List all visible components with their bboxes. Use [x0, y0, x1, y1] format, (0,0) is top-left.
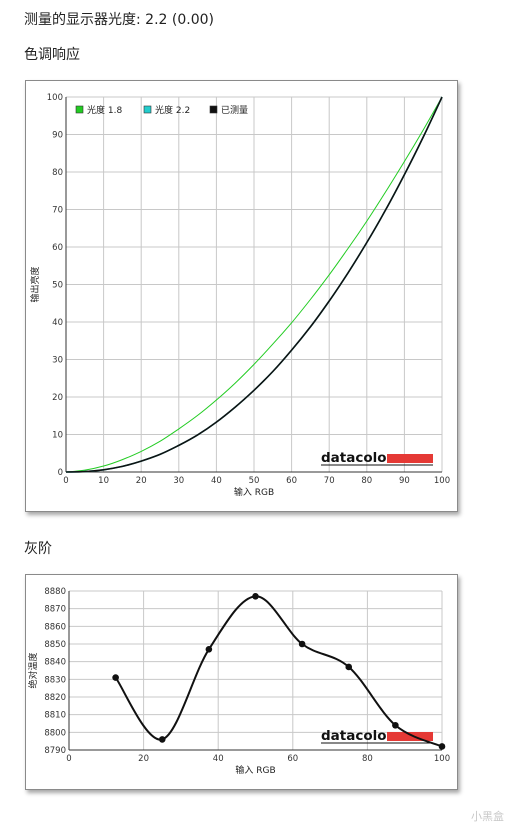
datacolor-logo-text: datacolor [321, 728, 394, 744]
y-tick-label: 20 [52, 393, 63, 403]
y-axis-title: 绝对温度 [27, 652, 39, 688]
legend-swatch-3 [209, 105, 218, 114]
y-axis-title: 输出亮度 [29, 266, 41, 302]
legend-label-3: 已测量 [221, 105, 248, 116]
datacolor-logo-bar [387, 454, 433, 463]
y-tick-label: 40 [52, 318, 63, 328]
x-tick-label: 80 [362, 754, 373, 764]
tone-response-chart: 0 10 20 30 40 50 60 70 80 90 100 0 10 20 30 40 50 60 70 80 9… [25, 80, 458, 512]
grayscale-plot: 0 20 40 60 80 100 8790 8800 8810 8820 8830 8840 8850… [27, 587, 450, 776]
x-tick-label: 70 [324, 476, 335, 486]
series-line-1 [65, 96, 443, 473]
y-tick-label: 70 [52, 206, 63, 216]
y-tick-label: 8800 [44, 728, 66, 738]
x-tick-label: 60 [286, 476, 297, 486]
x-tick-label: 0 [66, 754, 71, 764]
x-tick-label: 20 [136, 476, 147, 486]
legend-swatch-1 [75, 105, 84, 114]
y-tick-label: 8860 [44, 622, 66, 632]
y-tick-label: 10 [52, 431, 63, 441]
tone-response-heading: 色调响应 [24, 47, 80, 63]
y-tick-label: 80 [52, 168, 63, 178]
y-tick-label: 8810 [44, 711, 66, 721]
datacolor-logo-bar [387, 732, 433, 741]
y-tick-label: 8840 [44, 658, 66, 668]
legend-label-1: 光度 1.8 [87, 104, 122, 116]
data-point [205, 646, 213, 653]
x-tick-label: 40 [211, 476, 222, 486]
x-tick-label: 60 [287, 754, 298, 764]
data-point [438, 743, 446, 750]
y-tick-label: 8820 [44, 693, 66, 703]
data-point [345, 663, 353, 671]
data-point [112, 674, 119, 681]
grayscale-heading: 灰阶 [24, 541, 52, 557]
y-tick-label: 8830 [44, 675, 66, 685]
watermark-text: 小黑盒 [471, 810, 504, 823]
x-tick-label: 30 [173, 476, 184, 486]
y-tick-label: 8790 [44, 746, 66, 756]
x-tick-label: 80 [361, 476, 372, 486]
x-tick-label: 10 [98, 476, 109, 486]
x-tick-label: 20 [138, 754, 149, 764]
y-tick-label: 8870 [44, 605, 66, 615]
legend-label-2: 光度 2.2 [155, 104, 190, 116]
x-tick-label: 100 [434, 754, 450, 764]
x-tick-label: 90 [399, 476, 410, 486]
x-tick-label: 0 [63, 476, 68, 486]
x-axis-title: 输入 RGB [234, 486, 274, 498]
y-tick-label: 50 [52, 281, 63, 291]
gamma-measurement-label: 测量的显示器光度: 2.2 (0.00) [24, 12, 214, 28]
data-point [298, 640, 306, 648]
y-tick-label: 30 [52, 356, 63, 366]
x-tick-label: 100 [434, 476, 450, 486]
y-tick-label: 0 [58, 468, 63, 478]
y-tick-label: 100 [47, 93, 63, 103]
data-point [392, 721, 399, 729]
x-tick-label: 40 [213, 754, 224, 764]
y-tick-label: 8880 [44, 587, 66, 597]
y-tick-label: 90 [52, 131, 63, 141]
series-line-3 [65, 96, 443, 473]
data-point [252, 593, 259, 600]
x-tick-label: 50 [249, 476, 260, 486]
datacolor-logo-text: datacolor [321, 450, 394, 466]
y-tick-label: 60 [52, 243, 63, 253]
data-point [158, 736, 166, 743]
y-tick-label: 8850 [44, 640, 66, 650]
grayscale-chart: 0 20 40 60 80 100 8790 8800 8810 8820 8830 8840 8850… [25, 574, 458, 790]
x-axis-title: 输入 RGB [235, 764, 275, 776]
legend-swatch-2 [143, 105, 152, 114]
tone-response-plot: 0 10 20 30 40 50 60 70 80 90 100 0 10 20 30 40 50 60 70 80 9… [29, 93, 450, 498]
